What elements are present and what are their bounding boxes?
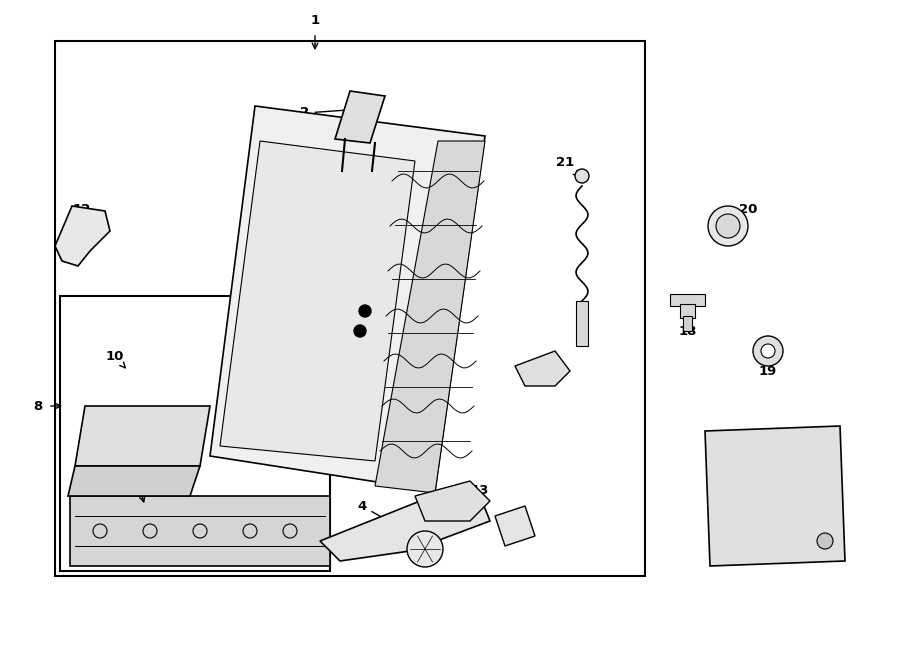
Circle shape bbox=[817, 533, 833, 549]
Circle shape bbox=[716, 214, 740, 238]
Polygon shape bbox=[68, 466, 200, 496]
Text: 20: 20 bbox=[732, 202, 757, 223]
Polygon shape bbox=[210, 106, 485, 491]
Circle shape bbox=[407, 531, 443, 567]
Text: 17: 17 bbox=[769, 481, 788, 506]
Circle shape bbox=[761, 344, 775, 358]
Polygon shape bbox=[335, 91, 385, 143]
Polygon shape bbox=[70, 496, 330, 566]
Polygon shape bbox=[515, 351, 570, 386]
Polygon shape bbox=[55, 206, 110, 266]
Circle shape bbox=[354, 325, 366, 337]
Bar bbox=[670, 294, 705, 306]
Bar bbox=[683, 316, 692, 331]
Polygon shape bbox=[320, 496, 490, 561]
Polygon shape bbox=[220, 141, 415, 461]
Bar bbox=[576, 301, 588, 346]
Text: 6: 6 bbox=[340, 299, 349, 313]
Circle shape bbox=[753, 336, 783, 366]
Text: 7: 7 bbox=[374, 317, 382, 329]
Text: 1: 1 bbox=[310, 15, 320, 28]
Text: 3: 3 bbox=[453, 137, 463, 153]
Circle shape bbox=[708, 206, 748, 246]
Text: 18: 18 bbox=[679, 317, 698, 338]
Text: 19: 19 bbox=[759, 356, 777, 377]
Bar bbox=[60, 296, 330, 571]
Bar bbox=[55, 41, 645, 576]
Text: 11: 11 bbox=[126, 467, 145, 502]
Polygon shape bbox=[705, 426, 845, 566]
Text: 4: 4 bbox=[357, 500, 388, 521]
Text: 15: 15 bbox=[506, 524, 524, 537]
Text: 13: 13 bbox=[465, 485, 490, 498]
Text: 5: 5 bbox=[301, 341, 336, 358]
Circle shape bbox=[359, 305, 371, 317]
Text: 2: 2 bbox=[301, 106, 357, 120]
Text: 21: 21 bbox=[556, 157, 579, 176]
Text: 8: 8 bbox=[32, 399, 42, 412]
Polygon shape bbox=[495, 506, 535, 546]
Text: 10: 10 bbox=[106, 350, 125, 368]
Circle shape bbox=[575, 169, 589, 183]
Polygon shape bbox=[375, 141, 485, 493]
Polygon shape bbox=[415, 481, 490, 521]
Polygon shape bbox=[75, 406, 210, 466]
Text: 9: 9 bbox=[117, 407, 141, 424]
Bar bbox=[680, 304, 695, 318]
Text: 12: 12 bbox=[73, 202, 91, 225]
Text: 14: 14 bbox=[396, 539, 421, 553]
Text: 16: 16 bbox=[543, 369, 562, 385]
